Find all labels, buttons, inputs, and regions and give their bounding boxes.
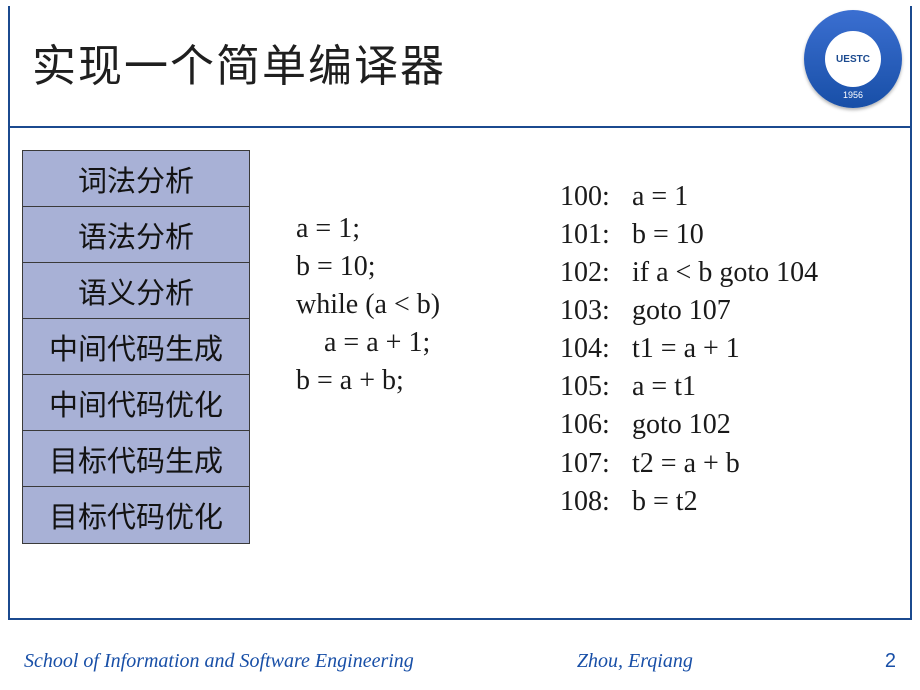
ir-label: 104:	[560, 330, 632, 368]
phase-row: 词法分析	[23, 151, 249, 207]
ir-label: 108:	[560, 483, 632, 521]
code-line: while (a < b)	[296, 286, 440, 324]
ir-label: 105:	[560, 368, 632, 406]
ir-label: 106:	[560, 406, 632, 444]
ir-line: 102:if a < b goto 104	[560, 254, 818, 292]
compiler-phases-table: 词法分析 语法分析 语义分析 中间代码生成 中间代码优化 目标代码生成 目标代码…	[22, 150, 250, 544]
ir-instr: t1 = a + 1	[632, 330, 740, 368]
phase-row: 中间代码优化	[23, 375, 249, 431]
ir-line: 100:a = 1	[560, 178, 818, 216]
university-logo: UESTC 1956	[804, 10, 902, 108]
ir-label: 103:	[560, 292, 632, 330]
phase-row: 语义分析	[23, 263, 249, 319]
slide-footer: School of Information and Software Engin…	[0, 632, 920, 690]
code-line: b = 10;	[296, 248, 440, 286]
ir-line: 107:t2 = a + b	[560, 445, 818, 483]
slide-title: 实现一个简单编译器	[32, 30, 446, 94]
footer-left: School of Information and Software Engin…	[24, 650, 414, 673]
phase-row: 目标代码优化	[23, 487, 249, 543]
phase-row: 语法分析	[23, 207, 249, 263]
ir-line: 106:goto 102	[560, 406, 818, 444]
ir-instr: t2 = a + b	[632, 445, 740, 483]
ir-line: 108:b = t2	[560, 483, 818, 521]
ir-instr: b = 10	[632, 216, 704, 254]
ir-line: 103:goto 107	[560, 292, 818, 330]
logo-text: UESTC	[825, 31, 881, 87]
ir-line: 105:a = t1	[560, 368, 818, 406]
code-line: a = 1;	[296, 210, 440, 248]
source-code: a = 1;b = 10;while (a < b) a = a + 1;b =…	[296, 210, 440, 400]
code-line: b = a + b;	[296, 362, 440, 400]
ir-line: 101:b = 10	[560, 216, 818, 254]
intermediate-code: 100:a = 1101:b = 10102:if a < b goto 104…	[560, 178, 818, 521]
ir-instr: goto 102	[632, 406, 731, 444]
ir-line: 104:t1 = a + 1	[560, 330, 818, 368]
ir-instr: a = t1	[632, 368, 696, 406]
title-underline	[8, 126, 912, 128]
page-number: 2	[856, 650, 896, 673]
phase-row: 中间代码生成	[23, 319, 249, 375]
code-line: a = a + 1;	[296, 324, 440, 362]
ir-instr: goto 107	[632, 292, 731, 330]
ir-label: 100:	[560, 178, 632, 216]
ir-instr: b = t2	[632, 483, 698, 521]
footer-center: Zhou, Erqiang	[414, 650, 856, 673]
ir-instr: if a < b goto 104	[632, 254, 818, 292]
ir-instr: a = 1	[632, 178, 688, 216]
ir-label: 101:	[560, 216, 632, 254]
logo-year: 1956	[804, 90, 902, 100]
ir-label: 107:	[560, 445, 632, 483]
phase-row: 目标代码生成	[23, 431, 249, 487]
ir-label: 102:	[560, 254, 632, 292]
